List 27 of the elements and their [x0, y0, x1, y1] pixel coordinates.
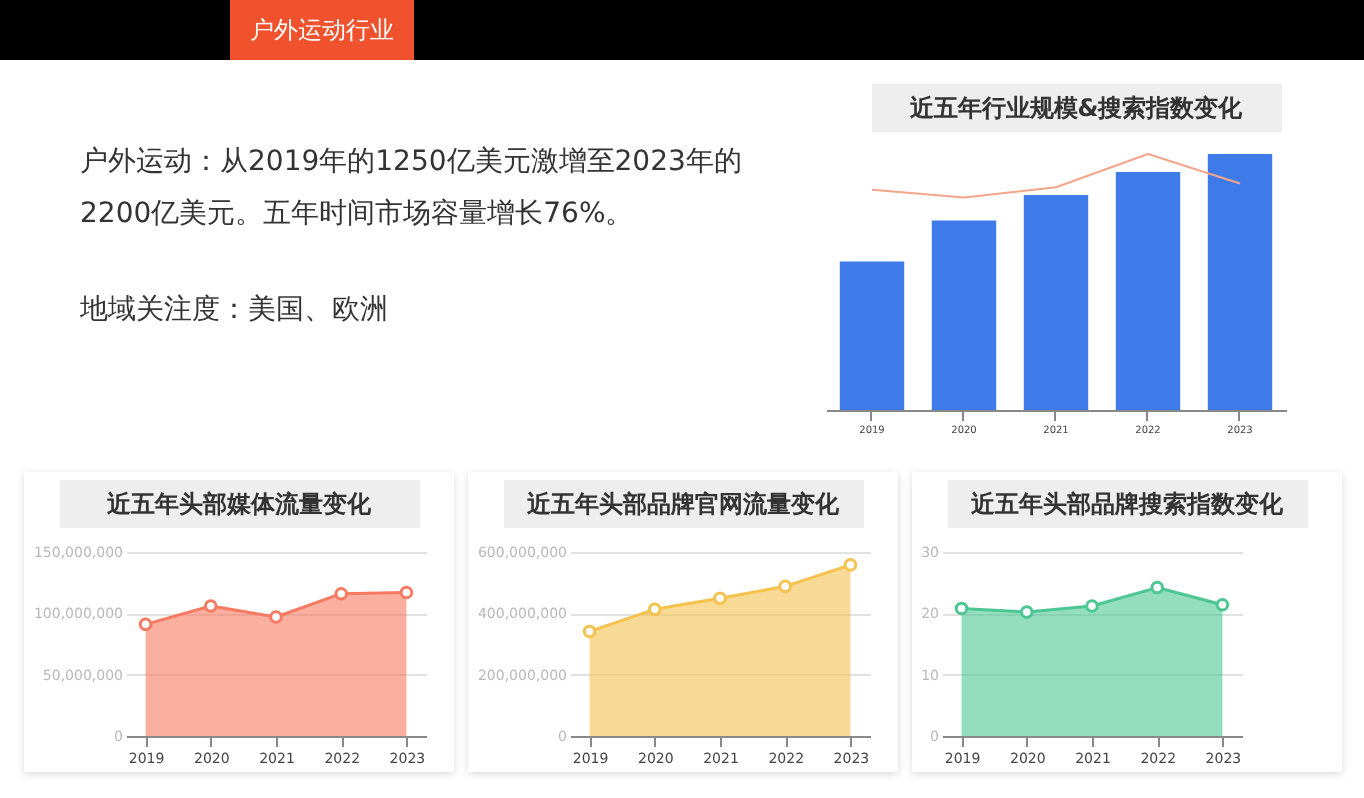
point: [1019, 605, 1034, 619]
point: [1215, 597, 1230, 612]
point: [1150, 580, 1165, 595]
point: [713, 591, 727, 606]
chart-title: 近五年行业规模&搜索指数变化: [871, 84, 1281, 132]
point: [1085, 599, 1099, 613]
point: [203, 599, 218, 613]
point: [843, 558, 858, 572]
point: [582, 624, 597, 639]
bar: [1207, 154, 1273, 410]
bar: [931, 220, 997, 410]
point: [334, 586, 349, 601]
bar: [839, 261, 905, 410]
point: [138, 617, 153, 632]
point: [399, 585, 414, 600]
chart-title: 近五年头部媒体流量变化: [59, 480, 419, 528]
chart-title: 近五年头部品牌官网流量变化: [503, 480, 863, 528]
bar: [1115, 171, 1181, 410]
text: 地域关注度：美国、欧洲: [80, 292, 390, 330]
point: [647, 602, 662, 617]
text: 户外运动行业: [230, 0, 414, 60]
point: [778, 579, 793, 594]
text: 户外运动：从2019年的1250亿美元激增至2023年的2200亿美元。五年时间市场容量增长76%。: [80, 144, 744, 234]
bar: [1023, 194, 1089, 410]
chart-title: 近五年头部品牌搜索指数变化: [947, 480, 1307, 528]
point: [954, 601, 969, 616]
point: [269, 610, 283, 624]
